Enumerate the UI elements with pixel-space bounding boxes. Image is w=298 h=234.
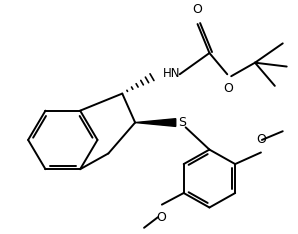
Text: O: O [156, 211, 166, 224]
Text: O: O [256, 133, 266, 146]
Text: O: O [193, 3, 202, 16]
Text: HN: HN [163, 67, 180, 80]
Text: O: O [223, 82, 233, 95]
Polygon shape [135, 119, 176, 126]
Text: S: S [178, 116, 186, 129]
